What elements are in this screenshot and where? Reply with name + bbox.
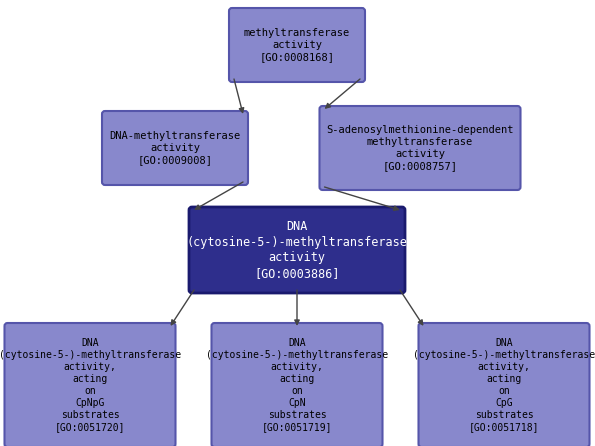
FancyBboxPatch shape [102,111,248,185]
FancyBboxPatch shape [5,323,176,446]
FancyBboxPatch shape [211,323,383,446]
FancyBboxPatch shape [229,8,365,82]
Text: DNA
(cytosine-5-)-methyltransferase
activity,
acting
on
CpNpG
substrates
[GO:005: DNA (cytosine-5-)-methyltransferase acti… [0,338,181,432]
Text: methyltransferase
activity
[GO:0008168]: methyltransferase activity [GO:0008168] [244,28,350,62]
Text: DNA
(cytosine-5-)-methyltransferase
activity,
acting
on
CpG
substrates
[GO:00517: DNA (cytosine-5-)-methyltransferase acti… [413,338,595,432]
Text: DNA-methyltransferase
activity
[GO:0009008]: DNA-methyltransferase activity [GO:00090… [109,131,240,165]
FancyBboxPatch shape [418,323,590,446]
FancyBboxPatch shape [320,106,521,190]
Text: DNA
(cytosine-5-)-methyltransferase
activity
[GO:0003886]: DNA (cytosine-5-)-methyltransferase acti… [187,220,408,280]
FancyBboxPatch shape [189,207,405,293]
Text: S-adenosylmethionine-dependent
methyltransferase
activity
[GO:0008757]: S-adenosylmethionine-dependent methyltra… [326,125,513,171]
Text: DNA
(cytosine-5-)-methyltransferase
activity,
acting
on
CpN
substrates
[GO:00517: DNA (cytosine-5-)-methyltransferase acti… [206,338,388,432]
